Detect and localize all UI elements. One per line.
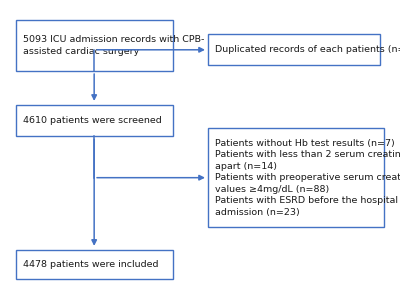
Text: Patients without Hb test results (n=7)
Patients with less than 2 serum creatinin: Patients without Hb test results (n=7) P…	[215, 139, 400, 217]
Text: 5093 ICU admission records with CPB-
assisted cardiac surgery: 5093 ICU admission records with CPB- ass…	[23, 35, 204, 56]
FancyBboxPatch shape	[208, 34, 380, 66]
Text: 4478 patients were included: 4478 patients were included	[23, 260, 158, 269]
FancyBboxPatch shape	[16, 250, 172, 279]
Text: 4610 patients were screened: 4610 patients were screened	[23, 116, 162, 125]
FancyBboxPatch shape	[16, 20, 172, 71]
Text: Duplicated records of each patients (n=483): Duplicated records of each patients (n=4…	[215, 45, 400, 54]
FancyBboxPatch shape	[16, 105, 172, 137]
FancyBboxPatch shape	[208, 128, 384, 227]
